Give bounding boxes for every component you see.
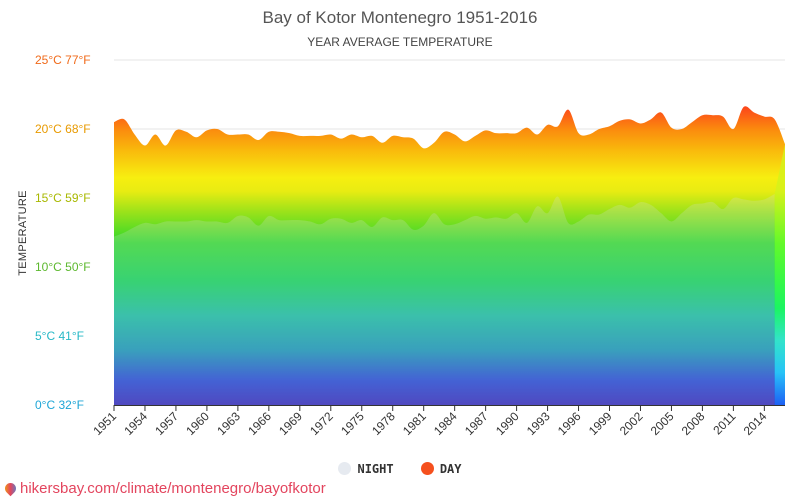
source-link-text: hikersbay.com/climate/montenegro/bayofko… (20, 480, 326, 497)
y-axis-label: TEMPERATURE (17, 190, 29, 276)
x-tick-label-1987: 1987 (462, 409, 491, 438)
x-tick-label-1972: 1972 (307, 409, 336, 438)
x-tick-label-1975: 1975 (338, 409, 367, 438)
y-tick-label-15: 15°C 59°F (35, 191, 91, 205)
legend-day-marker (420, 462, 434, 475)
chart-subtitle: YEAR AVERAGE TEMPERATURE (307, 35, 493, 49)
area-night-edge-strip (774, 144, 785, 405)
x-tick-labels: 1951 1954 1957 1960 1963 1966 1969 1972 1975 1978… (90, 409, 769, 438)
area-series-layer (114, 106, 785, 405)
x-tick-label-1951: 1951 (90, 409, 119, 438)
x-tick-label-1993: 1993 (524, 409, 553, 438)
x-tick-label-1996: 1996 (555, 409, 584, 438)
x-tick-label-1984: 1984 (431, 409, 460, 438)
x-tick-label-2002: 2002 (617, 409, 646, 438)
x-tick-label-1969: 1969 (276, 409, 305, 438)
x-tick-label-1957: 1957 (152, 409, 181, 438)
map-pin-icon (2, 480, 19, 497)
area-day (114, 106, 785, 405)
chart-title: Bay of Kotor Montenegro 1951-2016 (262, 8, 538, 27)
axes (113, 405, 785, 411)
x-tick-label-2005: 2005 (648, 409, 677, 438)
y-tick-label-25: 25°C 77°F (35, 53, 91, 67)
legend: NIGHT DAY (0, 462, 800, 476)
y-tick-labels: 0°C 32°F 5°C 41°F 10°C 50°F 15°C 59°F 20°C 6… (35, 53, 91, 412)
x-tick-label-1978: 1978 (369, 409, 398, 438)
y-tick-label-20: 20°C 68°F (35, 122, 91, 136)
y-tick-label-10: 10°C 50°F (35, 260, 91, 274)
x-tick-label-2011: 2011 (710, 409, 738, 437)
x-tick-label-1999: 1999 (586, 409, 615, 438)
x-tick-label-2014: 2014 (741, 409, 770, 438)
area-night (114, 193, 775, 405)
x-tick-label-1960: 1960 (183, 409, 212, 438)
legend-day-label: DAY (439, 462, 462, 476)
legend-night-label: NIGHT (357, 462, 394, 476)
x-tick-label-2008: 2008 (679, 409, 708, 438)
x-tick-label-1966: 1966 (245, 409, 274, 438)
y-tick-label-0: 0°C 32°F (35, 398, 84, 412)
legend-night-marker (338, 462, 352, 475)
legend-item-night[interactable]: NIGHT (338, 462, 394, 476)
x-tick-label-1954: 1954 (121, 409, 150, 438)
x-tick-label-1990: 1990 (493, 409, 522, 438)
x-tick-label-1963: 1963 (214, 409, 243, 438)
legend-item-day[interactable]: DAY (420, 462, 462, 476)
x-tick-label-1981: 1981 (400, 409, 429, 438)
y-tick-label-5: 5°C 41°F (35, 329, 84, 343)
source-link[interactable]: hikersbay.com/climate/montenegro/bayofko… (2, 480, 326, 497)
